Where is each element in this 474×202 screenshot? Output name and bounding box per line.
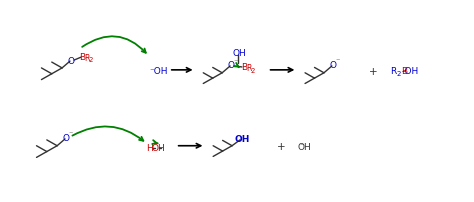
Text: -OH: -OH bbox=[401, 67, 419, 76]
Text: O: O bbox=[228, 61, 235, 70]
Text: ⁻OH: ⁻OH bbox=[149, 67, 167, 76]
Text: O: O bbox=[152, 143, 158, 153]
Text: +: + bbox=[277, 141, 286, 151]
Text: R: R bbox=[390, 67, 396, 76]
Text: O: O bbox=[329, 61, 337, 70]
Text: B: B bbox=[241, 63, 247, 72]
Text: R: R bbox=[246, 64, 252, 73]
Text: H: H bbox=[146, 143, 153, 153]
Text: B: B bbox=[79, 53, 85, 61]
Text: O: O bbox=[63, 134, 70, 143]
Text: OH: OH bbox=[232, 49, 246, 58]
Text: B: B bbox=[401, 67, 407, 76]
Text: OH: OH bbox=[234, 135, 250, 144]
Text: 2: 2 bbox=[397, 70, 401, 76]
Text: 2: 2 bbox=[251, 67, 255, 74]
Text: O: O bbox=[67, 56, 74, 65]
Text: ⁻: ⁻ bbox=[234, 57, 238, 66]
Text: ⁻: ⁻ bbox=[336, 56, 340, 65]
Text: H: H bbox=[157, 143, 164, 153]
Text: OH: OH bbox=[297, 142, 311, 152]
Text: 2: 2 bbox=[89, 57, 93, 63]
Text: +: + bbox=[369, 66, 378, 76]
Text: ⁻: ⁻ bbox=[299, 141, 303, 149]
Text: R: R bbox=[84, 54, 90, 62]
Text: ⁻: ⁻ bbox=[69, 129, 73, 138]
